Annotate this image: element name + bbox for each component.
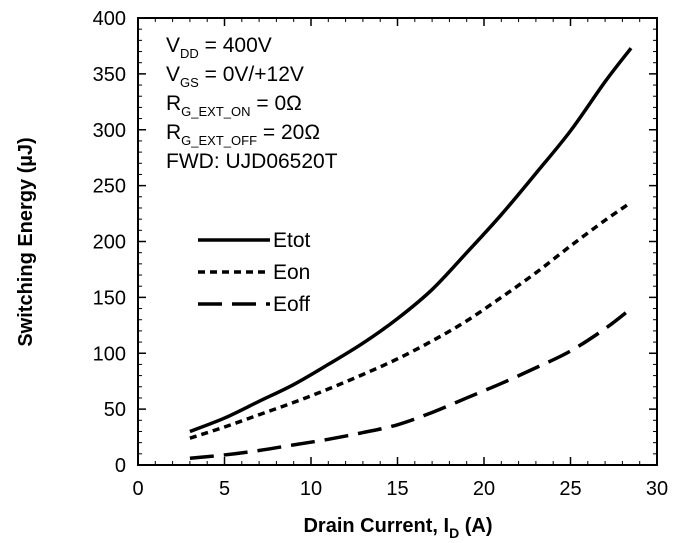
data-series bbox=[189, 47, 633, 461]
plot-frame bbox=[137, 17, 658, 466]
legend-label-eon: Eon bbox=[273, 261, 310, 284]
y-axis-title: Switching Energy (µJ) bbox=[15, 137, 37, 346]
y-tick-label: 100 bbox=[93, 343, 126, 365]
annotation-line: VDD = 400V bbox=[166, 34, 272, 61]
annotation-line: FWD: UJD06520T bbox=[166, 150, 338, 173]
y-tick-label: 150 bbox=[93, 287, 126, 309]
x-tick-label: 30 bbox=[646, 478, 668, 500]
series-line-eon bbox=[189, 200, 633, 440]
annotation-line: RG_EXT_ON = 0Ω bbox=[166, 92, 302, 119]
y-tick-label: 200 bbox=[93, 232, 126, 254]
x-tick-label: 15 bbox=[386, 478, 408, 500]
series-line-etot bbox=[189, 47, 633, 434]
y-tick-label: 50 bbox=[104, 399, 126, 421]
y-tick-label: 350 bbox=[93, 64, 126, 86]
annotation-line: VGS = 0V/+12V bbox=[166, 63, 304, 90]
legend: Etot Eon Eoff bbox=[198, 229, 311, 316]
legend-label-eoff: Eoff bbox=[273, 293, 310, 316]
x-tick-label: 0 bbox=[132, 478, 143, 500]
annotation-line: RG_EXT_OFF = 20Ω bbox=[166, 121, 320, 148]
x-tick-label: 5 bbox=[219, 478, 230, 500]
y-tick-label: 400 bbox=[93, 8, 126, 30]
y-tick-label: 0 bbox=[115, 455, 126, 477]
y-tick-label: 250 bbox=[93, 176, 126, 198]
y-tick-label: 300 bbox=[93, 120, 126, 142]
x-axis-title: Drain Current, ID (A) bbox=[303, 515, 492, 541]
x-tick-label: 10 bbox=[300, 478, 322, 500]
legend-label-etot: Etot bbox=[273, 229, 311, 252]
x-tick-label: 20 bbox=[473, 478, 495, 500]
x-tick-label: 25 bbox=[559, 478, 581, 500]
series-line-eoff bbox=[189, 307, 633, 461]
